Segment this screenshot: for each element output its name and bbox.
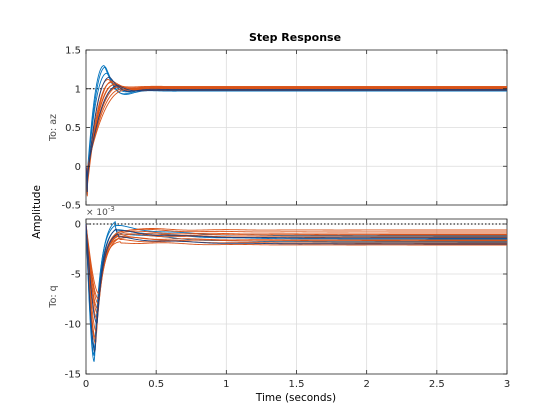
top-y-ticks: -0.5 0 0.5 1 1.5: [61, 46, 508, 212]
x-tick-label: 1.5: [289, 379, 305, 390]
bottom-axes: -15 -10 -5 0 0 0.5 1 1.5 2 2.5 3 × 10-3 To: q: [48, 205, 510, 390]
series-line-family: [85, 82, 507, 190]
y-tick-label: -15: [65, 370, 81, 381]
x-tick-label: 1: [223, 379, 229, 390]
x-tick-label: 3: [504, 379, 510, 390]
series-line-family: [85, 223, 507, 305]
bottom-y-ticks: -15 -10 -5 0: [65, 220, 507, 381]
series-line-dark: [85, 223, 507, 325]
top-axes: -0.5 0 0.5 1 1.5 To: az: [48, 46, 508, 212]
bottom-series-group: [85, 220, 507, 362]
y-tick-label: 1: [75, 84, 81, 95]
series-line-family: [85, 85, 507, 180]
y-exponent-base: × 10: [86, 208, 108, 218]
y-tick-label: -5: [71, 270, 81, 281]
x-tick-label: 2: [363, 379, 369, 390]
x-tick-label: 0: [83, 379, 89, 390]
series-line-family: [85, 223, 507, 300]
x-tick-label: 0.5: [148, 379, 164, 390]
x-ticks: 0 0.5 1 1.5 2 2.5 3: [83, 219, 510, 390]
series-line-dark: [85, 85, 507, 181]
series-line-family: [85, 83, 507, 185]
top-series-group: [85, 65, 508, 197]
x-tick-label: 2.5: [429, 379, 445, 390]
y-tick-label: -10: [65, 320, 81, 331]
channel-label-q: To: q: [48, 285, 59, 308]
x-axis-label: Time (seconds): [255, 392, 336, 404]
y-tick-label: 0: [75, 162, 81, 173]
series-line-family: [85, 223, 507, 341]
channel-label-az: To: az: [48, 114, 59, 142]
y-exponent-power: -3: [108, 205, 115, 213]
series-line-dark: [85, 223, 507, 354]
y-axis-label: Amplitude: [31, 185, 43, 239]
y-tick-label: -0.5: [61, 201, 81, 212]
series-line-dark: [85, 76, 508, 193]
y-tick-label: 1.5: [65, 46, 81, 57]
series-line-nominal: [85, 223, 507, 356]
series-line-family: [85, 80, 507, 197]
chart-title: Step Response: [249, 31, 341, 44]
y-tick-label: 0.5: [65, 123, 81, 134]
y-tick-label: 0: [75, 220, 81, 231]
y-exponent-label: × 10-3: [86, 205, 115, 218]
